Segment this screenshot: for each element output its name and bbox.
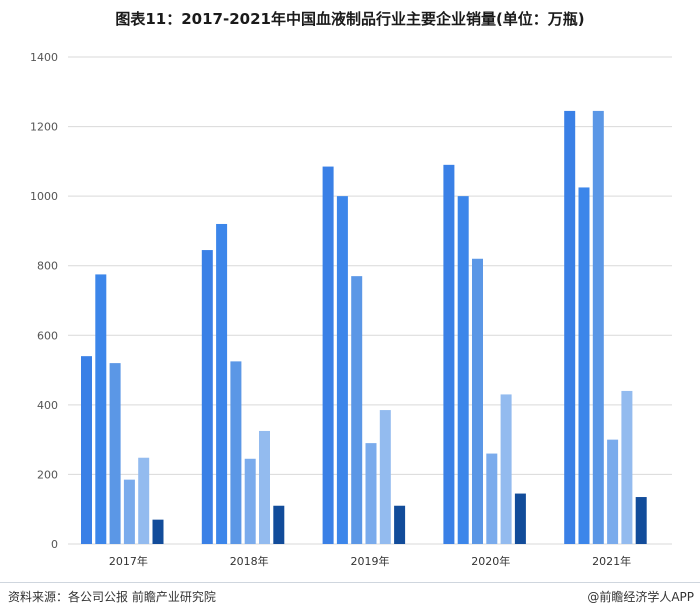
brand-text: @前瞻经济学人APP [587, 590, 694, 604]
bar [607, 439, 619, 544]
y-tick-label: 1000 [30, 190, 58, 203]
bar [138, 457, 150, 544]
bar [514, 493, 526, 544]
source-text: 资料来源：各公司公报 前瞻产业研究院 [8, 590, 216, 604]
bar [230, 361, 242, 544]
y-tick-label: 1200 [30, 121, 58, 134]
y-tick-label: 200 [37, 468, 58, 481]
bar [81, 356, 92, 544]
bar [443, 164, 455, 545]
bar [486, 453, 498, 544]
bar [394, 505, 406, 544]
bar [259, 430, 270, 544]
y-tick-label: 1400 [30, 51, 58, 64]
bar [95, 274, 107, 544]
bar [273, 505, 285, 544]
y-tick-label: 400 [37, 399, 58, 412]
bar [109, 363, 121, 544]
bar [379, 410, 391, 544]
chart-title: 图表11：2017-2021年中国血液制品行业主要企业销量(单位：万瓶) [115, 10, 585, 28]
bar [621, 390, 633, 544]
bar [472, 258, 483, 544]
x-tick-label: 2017年 [109, 554, 148, 568]
bar [578, 187, 590, 545]
bar [244, 458, 256, 544]
bar [365, 443, 377, 544]
bar [322, 166, 334, 544]
y-tick-label: 600 [37, 329, 58, 342]
bar [336, 196, 348, 544]
x-tick-label: 2018年 [230, 554, 269, 568]
x-tick-label: 2020年 [471, 554, 510, 568]
x-tick-label: 2021年 [592, 554, 631, 568]
bar-chart: 0 200 400 600 800 1000 1200 1400 2017年 2018年 2019年… [30, 51, 672, 568]
bar [351, 276, 363, 544]
y-tick-label: 0 [51, 538, 58, 551]
bar [564, 110, 576, 545]
x-tick-label: 2019年 [351, 554, 390, 568]
bar [592, 110, 604, 545]
bar [216, 223, 228, 544]
bar [123, 479, 135, 544]
bar [635, 497, 647, 544]
footer: 资料来源：各公司公报 前瞻产业研究院 @前瞻经济学人APP [0, 586, 700, 608]
bar [500, 394, 512, 544]
footer-divider [0, 582, 700, 583]
bar [201, 250, 213, 544]
bar [457, 196, 469, 544]
y-tick-label: 800 [37, 260, 58, 273]
bar [152, 519, 164, 544]
